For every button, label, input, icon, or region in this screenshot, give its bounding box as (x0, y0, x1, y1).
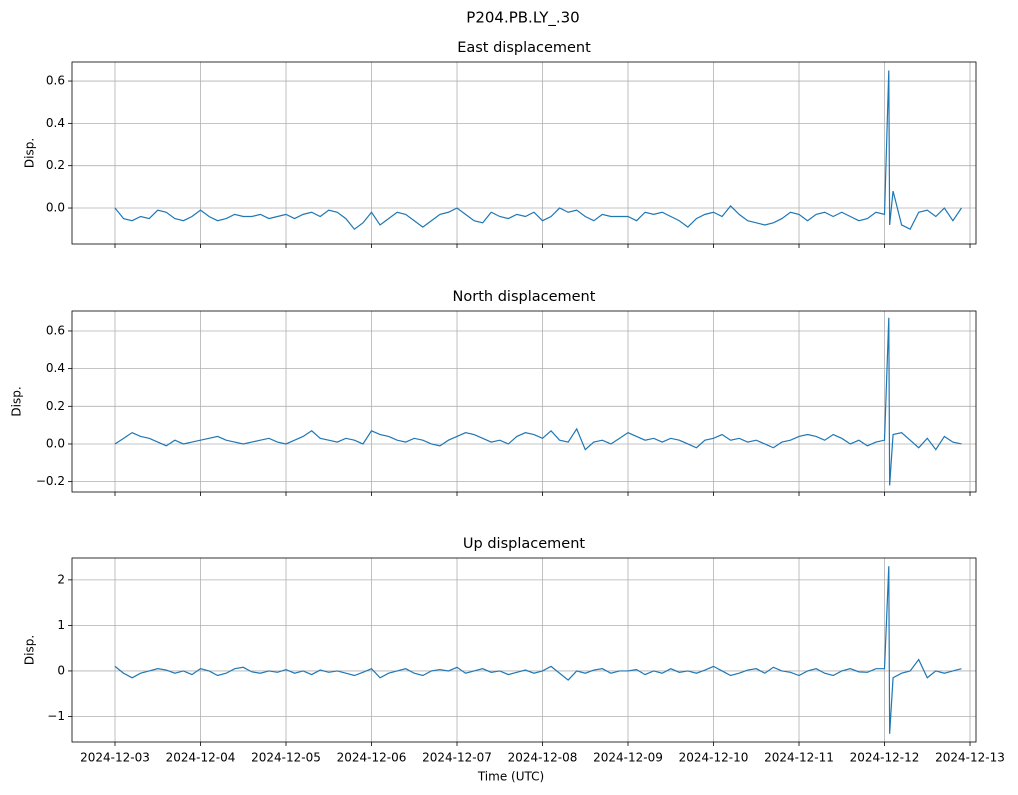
data-line (114, 566, 962, 734)
y-axis-label: Disp. (23, 635, 37, 665)
x-tick-label: 2024-12-03 (80, 751, 150, 765)
figure-title: P204.PB.LY_.30 (466, 9, 579, 28)
y-tick-label: −0.2 (36, 474, 65, 488)
x-tick-label: 2024-12-05 (251, 751, 321, 765)
y-tick-label: 0 (57, 663, 65, 677)
x-tick-label: 2024-12-13 (935, 751, 1005, 765)
x-tick-label: 2024-12-09 (593, 751, 663, 765)
y-tick-label: 0.2 (46, 399, 65, 413)
x-tick-label: 2024-12-06 (337, 751, 407, 765)
axes-title: East displacement (457, 40, 591, 56)
x-tick-label: 2024-12-08 (508, 751, 578, 765)
y-tick-label: 0.6 (46, 74, 65, 88)
y-tick-label: −1 (47, 709, 65, 723)
x-tick-label: 2024-12-12 (850, 751, 920, 765)
y-tick-label: 0.0 (46, 201, 65, 215)
data-line (114, 317, 962, 486)
y-tick-label: 0.4 (46, 116, 65, 130)
axes-title: North displacement (453, 289, 596, 305)
x-tick-label: 2024-12-11 (764, 751, 834, 765)
data-line (114, 70, 962, 231)
axes-frame (71, 61, 977, 245)
y-axis-label: Disp. (10, 386, 24, 416)
y-tick-label: 2 (57, 572, 65, 586)
x-tick-label: 2024-12-04 (166, 751, 236, 765)
y-tick-label: 0.6 (46, 323, 65, 337)
y-tick-label: 1 (57, 618, 65, 632)
y-tick-label: 0.4 (46, 361, 65, 375)
axes-frame (71, 557, 977, 743)
axes-frame (71, 310, 977, 493)
y-tick-label: 0.0 (46, 436, 65, 450)
x-tick-label: 2024-12-10 (679, 751, 749, 765)
y-axis-label: Disp. (23, 138, 37, 168)
x-tick-label: 2024-12-07 (422, 751, 492, 765)
axes-title: Up displacement (463, 536, 585, 552)
y-tick-label: 0.2 (46, 158, 65, 172)
x-axis-label: Time (UTC) (477, 770, 544, 784)
